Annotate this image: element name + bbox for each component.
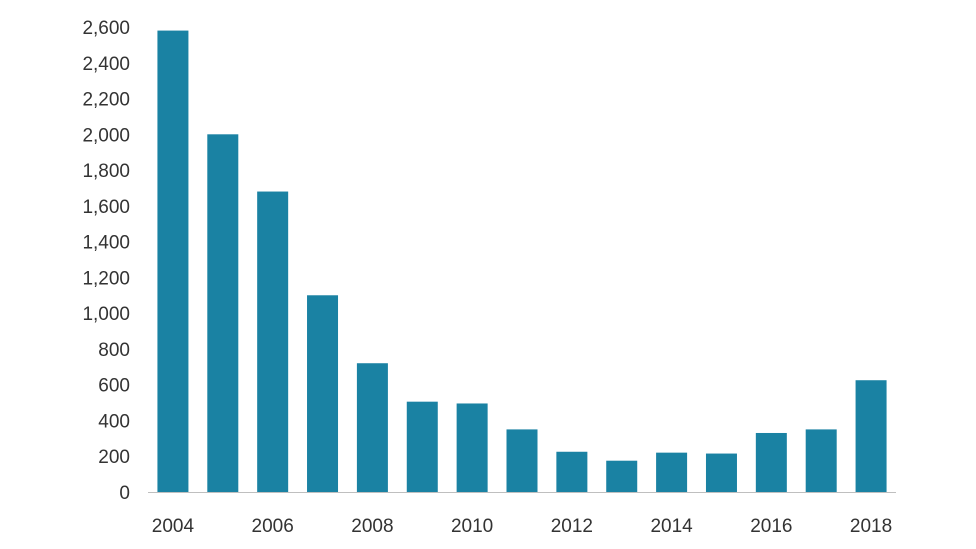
x-tick-label: 2014 [650,516,693,537]
y-tick-label: 2,000 [82,125,130,146]
bar-2016 [755,432,787,492]
bar-2018 [855,380,887,492]
bar-2014 [656,452,688,492]
x-tick-label: 2016 [750,516,792,537]
bar-2005 [207,134,239,492]
bar-2012 [556,451,588,492]
y-tick-label: 2,400 [82,54,130,75]
x-axis-ticks: 2004 2006 2008 2010 2012 2014 2016 2018 [152,516,892,537]
bar-2017 [805,429,837,492]
x-tick-label: 2004 [152,516,195,537]
bar-2010 [456,403,488,492]
y-tick-label: 400 [98,411,130,432]
bar-2013 [606,460,638,492]
bars-group [157,30,887,493]
bar-2015 [705,453,737,492]
x-tick-label: 2018 [850,516,892,537]
x-tick-label: 2012 [551,516,593,537]
y-tick-label: 1,600 [82,197,130,218]
x-tick-label: 2008 [351,516,393,537]
y-axis-ticks: 0 200 400 600 800 1,000 1,200 1,400 1,600 1,800 2,… [82,18,130,504]
y-tick-label: 200 [98,447,130,468]
y-tick-label: 1,400 [82,233,130,254]
bar-2008 [356,363,388,492]
x-tick-label: 2006 [252,516,294,537]
y-tick-label: 1,000 [82,304,130,325]
bar-2004 [157,30,189,493]
y-tick-label: 1,800 [82,161,130,182]
bar-2006 [257,191,289,493]
bar-2007 [307,295,339,492]
y-tick-label: 1,200 [82,268,130,289]
y-tick-label: 2,600 [82,18,130,39]
y-tick-label: 800 [98,340,130,361]
y-tick-label: 0 [119,483,130,504]
x-tick-label: 2010 [451,516,493,537]
bar-2009 [406,401,438,492]
y-tick-label: 600 [98,376,130,397]
bar-2011 [506,429,538,492]
y-tick-label: 2,200 [82,90,130,111]
